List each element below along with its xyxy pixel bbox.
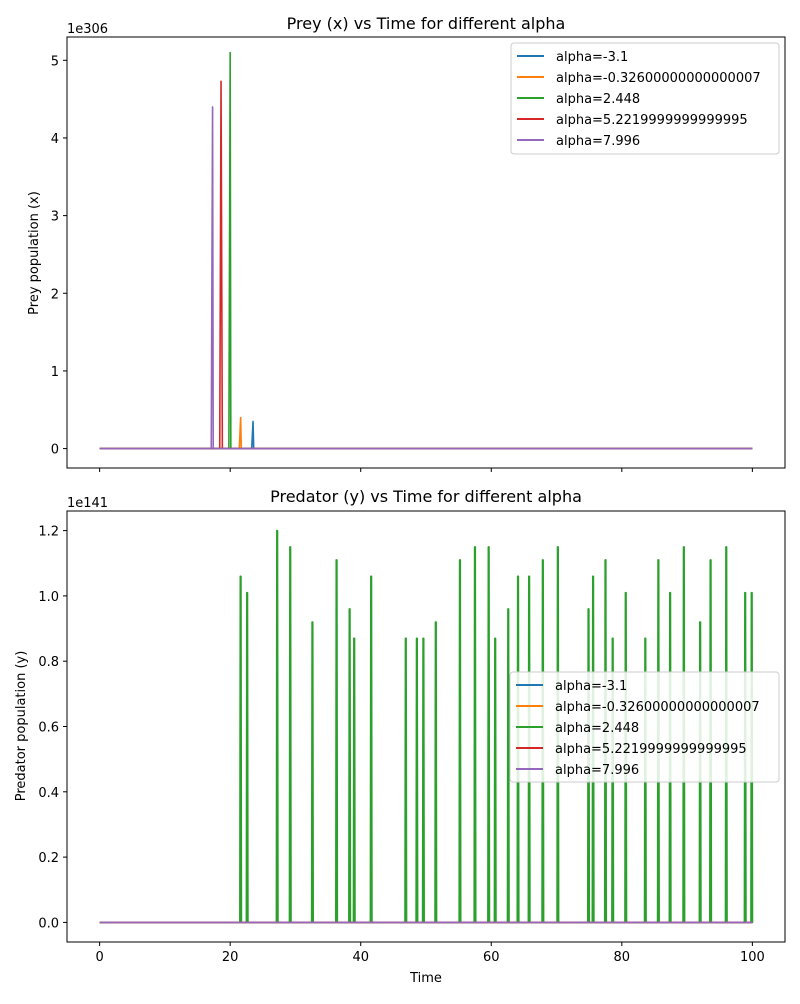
prey-y-tick-label-5: 5 <box>51 54 59 69</box>
predator-x-tick-label-2: 40 <box>352 950 369 965</box>
prey-y-tick-label-1: 1 <box>51 365 59 380</box>
predator-y-tick-label-5: 1.0 <box>38 590 59 605</box>
predator-x-tick-label-4: 80 <box>614 950 631 965</box>
prey-y-tick-label-3: 3 <box>51 210 59 225</box>
predator-y-tick-label-1: 0.2 <box>38 851 59 866</box>
predator-x-tick-label-1: 20 <box>222 950 239 965</box>
predator-legend-label-1: alpha=-0.32600000000000007 <box>555 700 760 715</box>
predator-y-tick-label-0: 0.0 <box>38 916 59 931</box>
prey-axes: 0 1 2 3 4 5 <box>51 36 786 472</box>
predator-legend-label-2: alpha=2.448 <box>555 721 639 736</box>
prey-legend: alpha=-3.1 alpha=-0.32600000000000007 alph… <box>510 42 780 155</box>
predator-x-axis-label: Time <box>409 971 442 986</box>
prey-plot-area <box>99 51 753 450</box>
prey-legend-label-1: alpha=-0.32600000000000007 <box>556 71 761 86</box>
predator-legend-label-0: alpha=-3.1 <box>555 679 627 694</box>
prey-y-offset-label: 1e306 <box>67 22 108 37</box>
predator-y-axis-label: Predator population (y) <box>14 651 29 802</box>
prey-chart-title: Prey (x) vs Time for different alpha <box>287 14 566 33</box>
predator-y-tick-label-4: 0.8 <box>38 655 59 670</box>
predator-plot-area <box>99 529 754 924</box>
predator-legend-box <box>509 671 780 783</box>
predator-y-offset-label: 1e141 <box>67 496 108 511</box>
predator-y-tick-label-6: 1.2 <box>38 525 59 540</box>
prey-series-line-0 <box>99 420 753 450</box>
prey-legend-label-0: alpha=-3.1 <box>556 50 628 65</box>
predator-x-tick-label-5: 100 <box>740 950 765 965</box>
prey-y-tick-label-0: 0 <box>51 443 59 458</box>
predator-legend: alpha=-3.1 alpha=-0.32600000000000007 alph… <box>509 671 780 783</box>
prey-axes-frame <box>66 36 786 469</box>
predator-legend-label-4: alpha=7.996 <box>555 763 639 778</box>
predator-x-tick-label-3: 60 <box>483 950 500 965</box>
prey-legend-label-4: alpha=7.996 <box>556 134 640 149</box>
prey-legend-box <box>510 42 780 155</box>
predator-x-tick-label-0: 0 <box>95 950 103 965</box>
prey-chart-panel: Prey (x) vs Time for different alpha 1e3… <box>27 14 786 472</box>
prey-y-tick-label-2: 2 <box>51 287 59 302</box>
prey-series-line-4 <box>99 106 753 450</box>
prey-legend-label-3: alpha=5.2219999999999995 <box>556 113 748 128</box>
prey-legend-label-2: alpha=2.448 <box>556 92 640 107</box>
prey-y-tick-label-4: 4 <box>51 132 59 147</box>
predator-y-tick-label-3: 0.6 <box>38 721 59 736</box>
predator-y-tick-label-2: 0.4 <box>38 786 59 801</box>
prey-y-axis-label: Prey population (x) <box>27 191 42 315</box>
predator-chart-title: Predator (y) vs Time for different alpha <box>270 487 582 506</box>
predator-legend-label-3: alpha=5.2219999999999995 <box>555 742 747 757</box>
predator-axes: 0 20 40 60 80 100 0.0 0.2 0.4 0.6 0.8 1.0 1.2 <box>38 510 786 965</box>
prey-series-line-1 <box>99 416 753 450</box>
predator-chart-panel: Predator (y) vs Time for different alpha… <box>14 487 786 986</box>
